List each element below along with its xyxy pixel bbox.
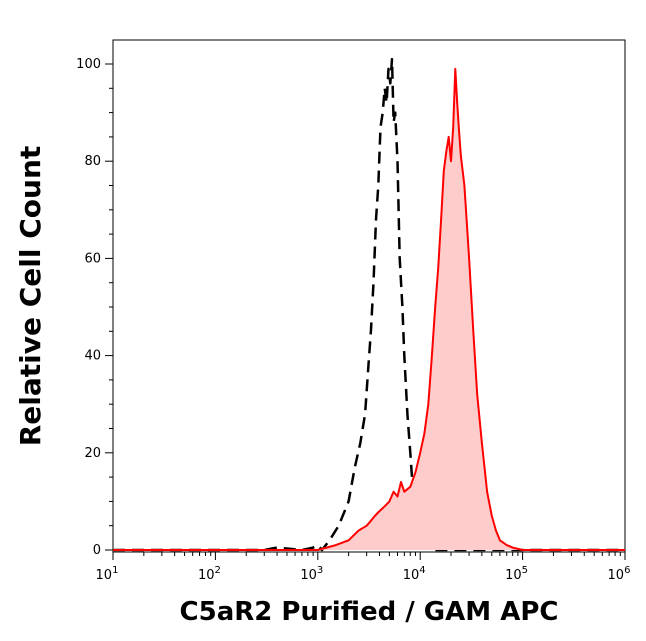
y-tick-label: 80 [84,154,101,169]
x-tick-label: 103 [300,565,323,583]
y-axis: 0 20 40 60 80 100 [76,57,113,558]
y-tick-label: 60 [84,251,101,266]
y-tick-label: 100 [76,57,101,72]
x-tick-label: 102 [198,565,221,583]
x-axis-title: C5aR2 Purified / GAM APC [180,597,559,627]
x-tick-label: 104 [403,565,426,583]
x-tick-exponent: 3 [317,565,323,576]
x-tick-base: 10 [403,568,420,583]
x-tick-label: 101 [96,565,119,583]
x-tick-exponent: 2 [214,565,220,576]
y-tick-label: 20 [84,446,101,461]
x-tick-base: 10 [608,568,625,583]
x-tick-exponent: 1 [112,565,118,576]
x-tick-base: 10 [505,568,522,583]
x-tick-base: 10 [300,568,317,583]
stained-histogram-line [113,67,625,551]
x-axis: 101 102 103 104 105 106 [96,552,631,583]
x-tick-label: 106 [608,565,631,583]
stained-histogram-fill [113,68,625,551]
x-tick-exponent: 6 [624,565,630,576]
x-tick-exponent: 4 [419,565,425,576]
isotype-histogram-line [113,57,625,552]
x-tick-exponent: 5 [522,565,528,576]
y-tick-label: 40 [84,349,101,364]
x-tick-base: 10 [198,568,215,583]
plot-area [113,57,625,552]
x-tick-label: 105 [505,565,528,583]
y-axis-title: Relative Cell Count [14,146,47,447]
y-tick-label: 0 [93,543,101,558]
plot-frame [112,39,626,553]
x-tick-base: 10 [96,568,113,583]
